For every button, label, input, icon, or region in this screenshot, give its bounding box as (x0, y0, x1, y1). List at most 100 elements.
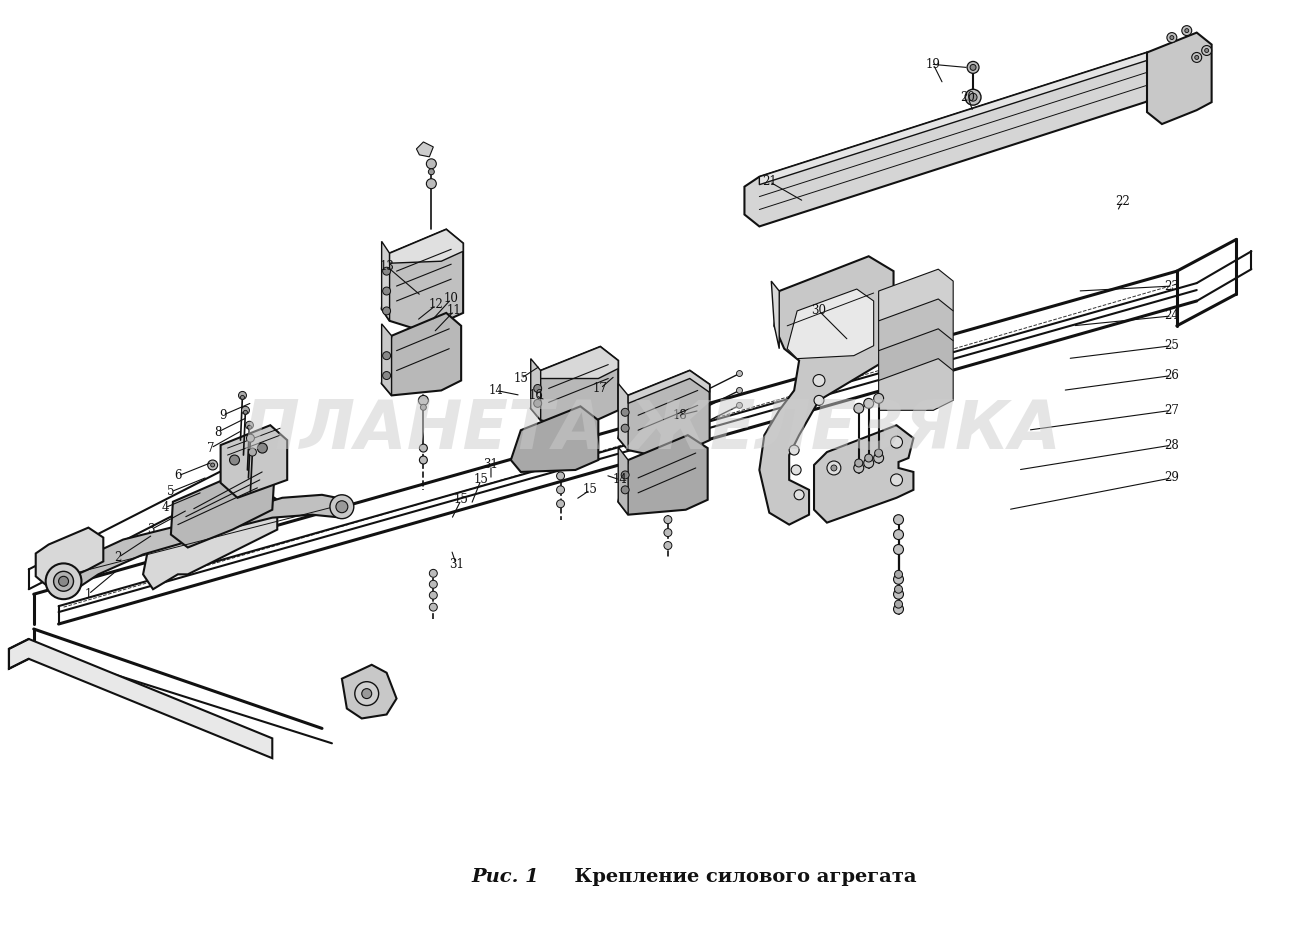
Text: 17: 17 (592, 382, 608, 395)
Circle shape (791, 465, 801, 475)
Circle shape (970, 94, 977, 101)
Polygon shape (744, 53, 1161, 227)
Circle shape (419, 444, 427, 452)
Text: 10: 10 (444, 293, 458, 306)
Circle shape (736, 387, 743, 394)
Circle shape (1202, 45, 1211, 56)
Polygon shape (878, 329, 953, 381)
Circle shape (853, 463, 864, 473)
Circle shape (330, 494, 354, 519)
Circle shape (894, 515, 903, 525)
Circle shape (59, 576, 69, 586)
Circle shape (382, 307, 390, 315)
Circle shape (621, 408, 629, 417)
Text: 19: 19 (925, 58, 941, 71)
Circle shape (970, 65, 976, 70)
Circle shape (855, 459, 863, 467)
Text: 8: 8 (214, 426, 222, 439)
Circle shape (210, 463, 214, 467)
Circle shape (239, 392, 247, 399)
Text: 5: 5 (167, 485, 175, 498)
Circle shape (427, 159, 436, 169)
Circle shape (1167, 32, 1177, 43)
Circle shape (241, 407, 249, 414)
Circle shape (248, 425, 252, 430)
Circle shape (890, 474, 903, 486)
Circle shape (894, 585, 903, 594)
Circle shape (664, 529, 672, 536)
Circle shape (240, 395, 244, 399)
Text: 30: 30 (812, 305, 826, 318)
Circle shape (827, 461, 840, 475)
Circle shape (361, 689, 372, 698)
Polygon shape (54, 494, 347, 594)
Circle shape (873, 453, 883, 463)
Circle shape (967, 61, 979, 73)
Circle shape (736, 403, 743, 408)
Circle shape (813, 374, 825, 386)
Polygon shape (619, 383, 628, 450)
Circle shape (736, 370, 743, 377)
Text: 27: 27 (1164, 404, 1180, 417)
Text: 12: 12 (429, 298, 444, 311)
Polygon shape (221, 425, 287, 498)
Polygon shape (619, 435, 707, 515)
Circle shape (874, 449, 882, 457)
Circle shape (894, 604, 903, 614)
Polygon shape (814, 425, 914, 522)
Circle shape (245, 421, 253, 430)
Circle shape (534, 384, 542, 393)
Circle shape (355, 682, 378, 706)
Text: 13: 13 (380, 259, 394, 272)
Circle shape (1191, 53, 1202, 62)
Circle shape (230, 455, 240, 465)
Polygon shape (787, 289, 873, 358)
Circle shape (894, 600, 903, 608)
Circle shape (429, 581, 437, 588)
Circle shape (556, 486, 565, 494)
Circle shape (429, 591, 437, 599)
Polygon shape (531, 358, 540, 420)
Polygon shape (1147, 32, 1211, 124)
Text: 18: 18 (672, 408, 688, 421)
Circle shape (419, 456, 427, 464)
Text: 2: 2 (115, 551, 121, 564)
Polygon shape (381, 242, 390, 320)
Polygon shape (390, 230, 463, 263)
Circle shape (1185, 29, 1189, 32)
Circle shape (556, 500, 565, 507)
Circle shape (790, 445, 799, 455)
Text: 6: 6 (174, 469, 181, 482)
Circle shape (894, 570, 903, 579)
Circle shape (664, 516, 672, 523)
Circle shape (1169, 35, 1174, 40)
Circle shape (621, 486, 629, 494)
Text: 16: 16 (529, 389, 543, 402)
Polygon shape (171, 465, 274, 547)
Text: Крепление силового агрегата: Крепление силового агрегата (561, 869, 916, 886)
Circle shape (429, 603, 437, 611)
Circle shape (382, 371, 390, 380)
Polygon shape (9, 639, 273, 758)
Circle shape (556, 472, 565, 480)
Text: 28: 28 (1164, 439, 1180, 452)
Circle shape (248, 448, 256, 456)
Text: 22: 22 (1114, 195, 1130, 208)
Circle shape (207, 460, 218, 470)
Text: 9: 9 (219, 408, 226, 421)
Circle shape (419, 395, 428, 406)
Text: 15: 15 (513, 372, 529, 385)
Circle shape (1205, 48, 1208, 53)
Polygon shape (381, 324, 392, 395)
Circle shape (534, 399, 542, 407)
Circle shape (621, 424, 629, 432)
Text: 15: 15 (474, 473, 488, 486)
Text: 20: 20 (960, 91, 976, 104)
Circle shape (621, 471, 629, 479)
Circle shape (664, 542, 672, 549)
Circle shape (894, 574, 903, 584)
Circle shape (873, 394, 883, 404)
Text: 31: 31 (484, 458, 499, 471)
Circle shape (429, 569, 437, 577)
Circle shape (420, 405, 427, 410)
